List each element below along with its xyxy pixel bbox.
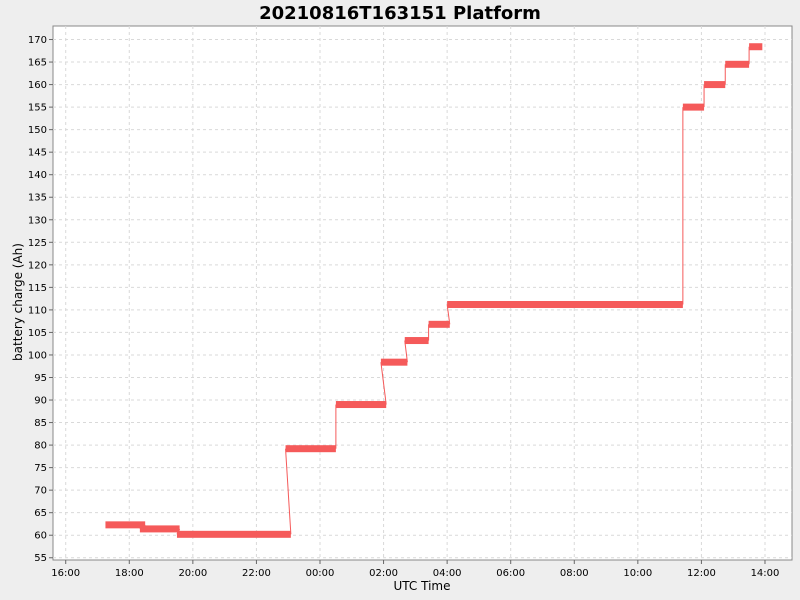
x-tick-label: 06:00 (496, 568, 525, 579)
series-segment (285, 445, 336, 453)
y-tick-label: 90 (34, 396, 47, 407)
series-segment (335, 401, 387, 409)
x-tick-label: 20:00 (178, 568, 207, 579)
x-tick-label: 14:00 (751, 568, 780, 579)
series-segment (139, 525, 180, 533)
series-segment (725, 60, 750, 68)
series-segment (404, 337, 429, 345)
y-axis-title: battery charge (Ah) (11, 243, 25, 361)
y-tick-label: 160 (28, 80, 47, 91)
y-tick-label: 105 (28, 328, 47, 339)
chart-title: 20210816T163151 Platform (259, 3, 541, 24)
y-tick-label: 120 (28, 260, 47, 271)
plot-area (52, 25, 793, 561)
y-axis: 55 60 65 70 75 80 85 90 95 100 105 110 115 120 125 130 1… (28, 35, 53, 564)
x-tick-label: 22:00 (242, 568, 271, 579)
series-segment (447, 300, 683, 308)
x-tick-label: 10:00 (623, 568, 652, 579)
x-tick-label: 18:00 (115, 568, 144, 579)
x-axis: 16:00 18:00 20:00 22:00 00:00 02:00 04:00 06:00… (51, 560, 779, 579)
x-tick-label: 00:00 (306, 568, 335, 579)
y-tick-label: 155 (28, 103, 47, 114)
series-connector (380, 362, 387, 405)
x-axis-title: UTC Time (394, 579, 451, 593)
y-tick-label: 115 (28, 283, 47, 294)
series-segment (105, 521, 146, 529)
series-segment (682, 103, 705, 111)
y-tick-label: 75 (34, 463, 47, 474)
x-tick-label: 02:00 (369, 568, 398, 579)
x-tick-label: 16:00 (51, 568, 80, 579)
series-connector (404, 340, 408, 363)
y-tick-label: 135 (28, 193, 47, 204)
series-segment (749, 43, 763, 51)
x-tick-label: 08:00 (560, 568, 589, 579)
y-tick-label: 85 (34, 418, 47, 429)
y-tick-label: 60 (34, 531, 47, 542)
y-tick-label: 55 (34, 553, 47, 564)
series-segment (380, 358, 408, 366)
x-tick-label: 04:00 (433, 568, 462, 579)
series-battery-charge (105, 43, 763, 538)
y-tick-label: 100 (28, 350, 47, 361)
y-tick-label: 150 (28, 125, 47, 136)
x-tick-label: 12:00 (687, 568, 716, 579)
series-segment (428, 320, 450, 328)
y-tick-label: 165 (28, 58, 47, 69)
y-tick-label: 145 (28, 148, 47, 159)
y-tick-label: 65 (34, 508, 47, 519)
y-tick-label: 140 (28, 170, 47, 181)
y-tick-label: 170 (28, 35, 47, 46)
series-segment (176, 530, 291, 538)
grid-lines (53, 26, 792, 560)
y-tick-label: 125 (28, 238, 47, 249)
y-tick-label: 70 (34, 486, 47, 497)
y-tick-label: 95 (34, 373, 47, 384)
y-tick-label: 110 (28, 305, 47, 316)
y-tick-label: 130 (28, 215, 47, 226)
series-connector (285, 448, 292, 535)
y-tick-label: 80 (34, 441, 47, 452)
series-segment (704, 81, 726, 89)
